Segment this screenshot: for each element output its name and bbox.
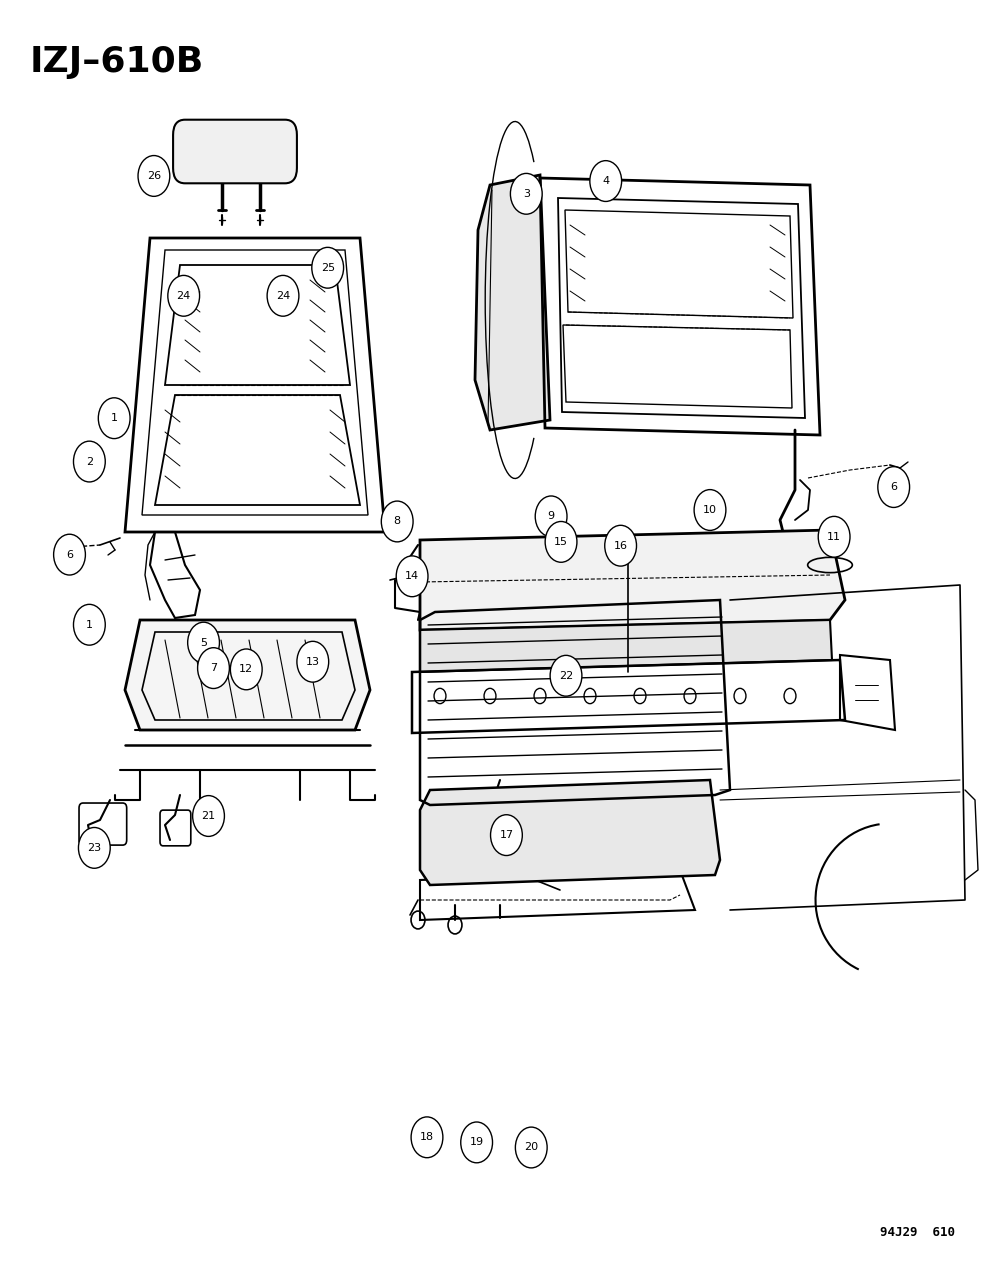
Circle shape xyxy=(510,173,542,214)
Text: 12: 12 xyxy=(239,664,253,674)
Circle shape xyxy=(297,641,329,682)
Circle shape xyxy=(396,556,428,597)
Circle shape xyxy=(193,796,224,836)
Text: 14: 14 xyxy=(405,571,419,581)
Text: 21: 21 xyxy=(202,811,215,821)
Circle shape xyxy=(605,525,637,566)
Text: 20: 20 xyxy=(524,1142,538,1153)
Text: 8: 8 xyxy=(393,516,401,527)
Text: 11: 11 xyxy=(827,532,841,542)
Circle shape xyxy=(73,441,105,482)
Circle shape xyxy=(535,496,567,537)
Text: 3: 3 xyxy=(522,189,530,199)
Circle shape xyxy=(550,655,582,696)
Circle shape xyxy=(168,275,200,316)
Polygon shape xyxy=(420,530,845,630)
Circle shape xyxy=(878,467,910,507)
Text: 15: 15 xyxy=(554,537,568,547)
Text: 26: 26 xyxy=(147,171,161,181)
Text: 18: 18 xyxy=(420,1132,434,1142)
Circle shape xyxy=(98,398,130,439)
Text: 22: 22 xyxy=(559,671,573,681)
Circle shape xyxy=(411,1117,443,1158)
Text: 7: 7 xyxy=(210,663,217,673)
Circle shape xyxy=(491,815,522,856)
Text: 10: 10 xyxy=(703,505,717,515)
Circle shape xyxy=(54,534,85,575)
Circle shape xyxy=(818,516,850,557)
Text: 5: 5 xyxy=(200,638,208,648)
Circle shape xyxy=(267,275,299,316)
Text: 6: 6 xyxy=(66,550,73,560)
Text: 9: 9 xyxy=(547,511,555,521)
Circle shape xyxy=(312,247,344,288)
Circle shape xyxy=(381,501,413,542)
Circle shape xyxy=(188,622,219,663)
Text: 25: 25 xyxy=(321,263,335,273)
Text: 1: 1 xyxy=(110,413,118,423)
Text: IZJ–610B: IZJ–610B xyxy=(30,45,205,79)
Text: 24: 24 xyxy=(276,291,290,301)
Text: 19: 19 xyxy=(470,1137,484,1148)
Polygon shape xyxy=(475,175,550,430)
Circle shape xyxy=(78,827,110,868)
Text: 1: 1 xyxy=(85,620,93,630)
Text: 13: 13 xyxy=(306,657,320,667)
Polygon shape xyxy=(420,780,720,885)
Text: 4: 4 xyxy=(602,176,610,186)
Circle shape xyxy=(73,604,105,645)
Polygon shape xyxy=(125,620,370,731)
Circle shape xyxy=(461,1122,493,1163)
Text: 17: 17 xyxy=(499,830,513,840)
Polygon shape xyxy=(420,620,832,672)
Text: 6: 6 xyxy=(890,482,898,492)
Circle shape xyxy=(230,649,262,690)
Circle shape xyxy=(198,648,229,689)
Circle shape xyxy=(515,1127,547,1168)
Text: 23: 23 xyxy=(87,843,101,853)
Text: 94J29  610: 94J29 610 xyxy=(880,1227,955,1239)
Circle shape xyxy=(694,490,726,530)
Circle shape xyxy=(545,521,577,562)
Circle shape xyxy=(138,156,170,196)
Text: 24: 24 xyxy=(177,291,191,301)
Text: 2: 2 xyxy=(85,456,93,467)
FancyBboxPatch shape xyxy=(173,120,297,184)
Circle shape xyxy=(590,161,622,201)
Text: 16: 16 xyxy=(614,541,628,551)
